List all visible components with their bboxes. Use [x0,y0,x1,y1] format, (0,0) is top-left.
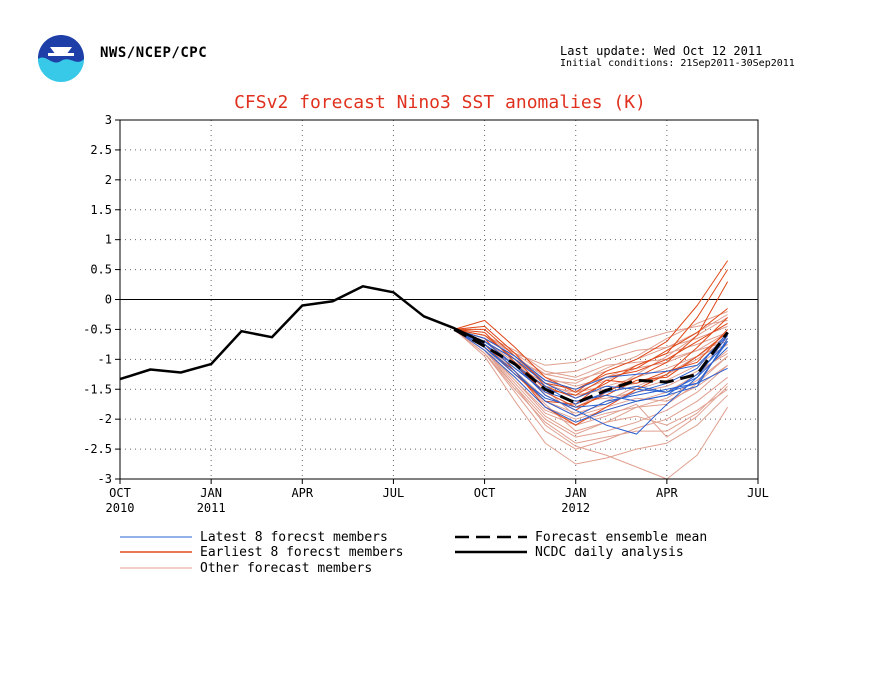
other-member-line [453,328,728,435]
y-tick-label: -0.5 [83,322,112,336]
x-tick-label: APR [656,486,678,500]
x-tick-year-label: 2012 [561,501,590,515]
latest-member-line [453,328,728,408]
x-tick-label: OCT [474,486,496,500]
other-member-line [453,329,728,438]
x-tick-label: JUL [747,486,769,500]
legend-label-analysis: NCDC daily analysis [535,545,684,560]
y-tick-label: 0 [105,293,112,307]
earliest-member-line [454,308,728,390]
latest-member-line [454,328,729,399]
x-tick-year-label: 2010 [106,501,135,515]
x-tick-label: APR [291,486,313,500]
latest-member-line [453,328,728,417]
legend-label-other: Other forecast members [200,561,372,576]
analysis-layer [119,285,486,381]
chart-title: CFSv2 forecast Nino3 SST anomalies (K) [234,92,646,113]
grid-lines [120,120,758,479]
y-tick-label: -2.5 [83,442,112,456]
y-tick-label: 2 [105,173,112,187]
legend-label-earliest: Earliest 8 forecst members [200,545,404,560]
y-tick-label: 1.5 [90,203,112,217]
other-member-line [454,319,728,366]
legend-label-mean: Forecast ensemble mean [535,530,707,545]
latest-member-line [454,328,728,390]
y-tick-label: 0.5 [90,263,112,277]
last-update-text: Last update: Wed Oct 12 2011 [560,44,763,58]
noaa-logo-icon [38,35,84,82]
y-tick-label: 3 [105,113,112,127]
ensemble-mean-line [453,328,729,405]
agency-label: NWS/NCEP/CPC [100,45,208,61]
initial-conditions-text: Initial conditions: 21Sep2011-30Sep2011 [560,58,795,69]
other-member-line [453,329,728,444]
other-member-line [453,328,729,480]
legend-label-latest: Latest 8 forecst members [200,530,388,545]
y-tick-label: -1 [98,352,112,366]
other-member-line [453,329,728,465]
analysis-line [119,285,486,381]
x-tick-label: JUL [383,486,405,500]
y-tick-label: -1.5 [83,382,112,396]
y-tick-label: -2 [98,412,112,426]
y-tick-label: 1 [105,233,112,247]
y-tick-label: 2.5 [90,143,112,157]
y-axis-ticks: 3 2.5 2 1.5 1 0.5 0 -0.5 -1 -1.5 -2 -2.5 -3 [83,113,120,486]
x-tick-label: OCT [109,486,131,500]
earliest-member-line [454,269,729,399]
other-member-line [453,329,728,450]
x-tick-label: JAN [565,486,587,500]
noaa-logo [36,33,86,83]
y-tick-label: -3 [98,472,112,486]
x-tick-label: JAN [200,486,222,500]
other-member-line [454,314,728,381]
ensemble-mean-layer [453,328,729,405]
x-tick-year-label: 2011 [197,501,226,515]
